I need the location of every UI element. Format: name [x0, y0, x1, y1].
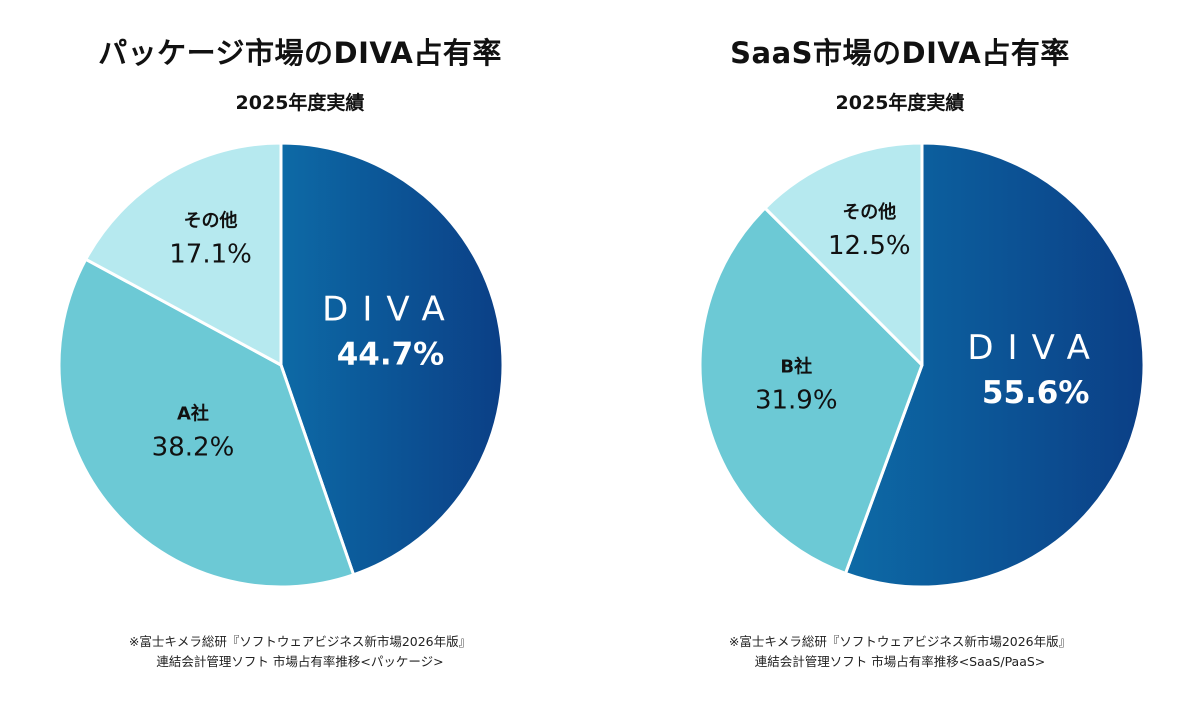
pie-chart-package: DIVA 44.7% A社 38.2% その他 17.1%: [57, 141, 505, 589]
slice-value-label: 31.9%: [755, 386, 838, 416]
source-note-line: ※富士キメラ総研『ソフトウェアビジネス新市場2026年版』: [728, 634, 1072, 649]
chart-panel-package: パッケージ市場のDIVA占有率 2025年度実績 DIVA 44.7% A社 38.2…: [0, 36, 600, 672]
source-note-line: ※富士キメラ総研『ソフトウェアビジネス新市場2026年版』: [128, 634, 472, 649]
slice-label: A社: [177, 403, 209, 425]
slice-label: DIVA: [322, 290, 459, 330]
pie-slice-competitor: [57, 257, 356, 589]
slice-value-label: 38.2%: [152, 433, 235, 463]
chart-title: パッケージ市場のDIVA占有率: [98, 36, 502, 70]
chart-subtitle: 2025年度実績: [235, 92, 365, 114]
slice-label: B社: [780, 356, 812, 378]
pie-chart-saas: DIVA 55.6% B社 31.9% その他 12.5%: [698, 141, 1146, 589]
pie-slice-diva: [279, 141, 505, 577]
chart-panel-saas: SaaS市場のDIVA占有率 2025年度実績 DIVA 55.6% B社 31.9%…: [600, 0, 1200, 702]
slice-value-label: 44.7%: [337, 337, 445, 373]
slice-value-label: 55.6%: [982, 375, 1090, 411]
slice-label: その他: [842, 201, 896, 223]
pie-slice-competitor: [698, 206, 924, 575]
source-note-line: 連結会計管理ソフト 市場占有率推移<SaaS/PaaS>: [754, 654, 1046, 669]
chart-subtitle: 2025年度実績: [835, 92, 965, 114]
pie-slice-other: [84, 141, 283, 367]
pie-slice-diva: [843, 141, 1146, 589]
source-note: ※富士キメラ総研『ソフトウェアビジネス新市場2026年版』 連結会計管理ソフト …: [600, 632, 1200, 672]
chart-title: SaaS市場のDIVA占有率: [730, 36, 1070, 70]
slice-label: DIVA: [967, 328, 1104, 368]
source-note-line: 連結会計管理ソフト 市場占有率推移<パッケージ>: [156, 654, 444, 669]
slice-label: その他: [184, 210, 238, 232]
slice-value-label: 12.5%: [828, 231, 911, 261]
source-note: ※富士キメラ総研『ソフトウェアビジネス新市場2026年版』 連結会計管理ソフト …: [0, 632, 600, 672]
slice-value-label: 17.1%: [169, 240, 252, 270]
pie-slice-other: [763, 141, 924, 367]
